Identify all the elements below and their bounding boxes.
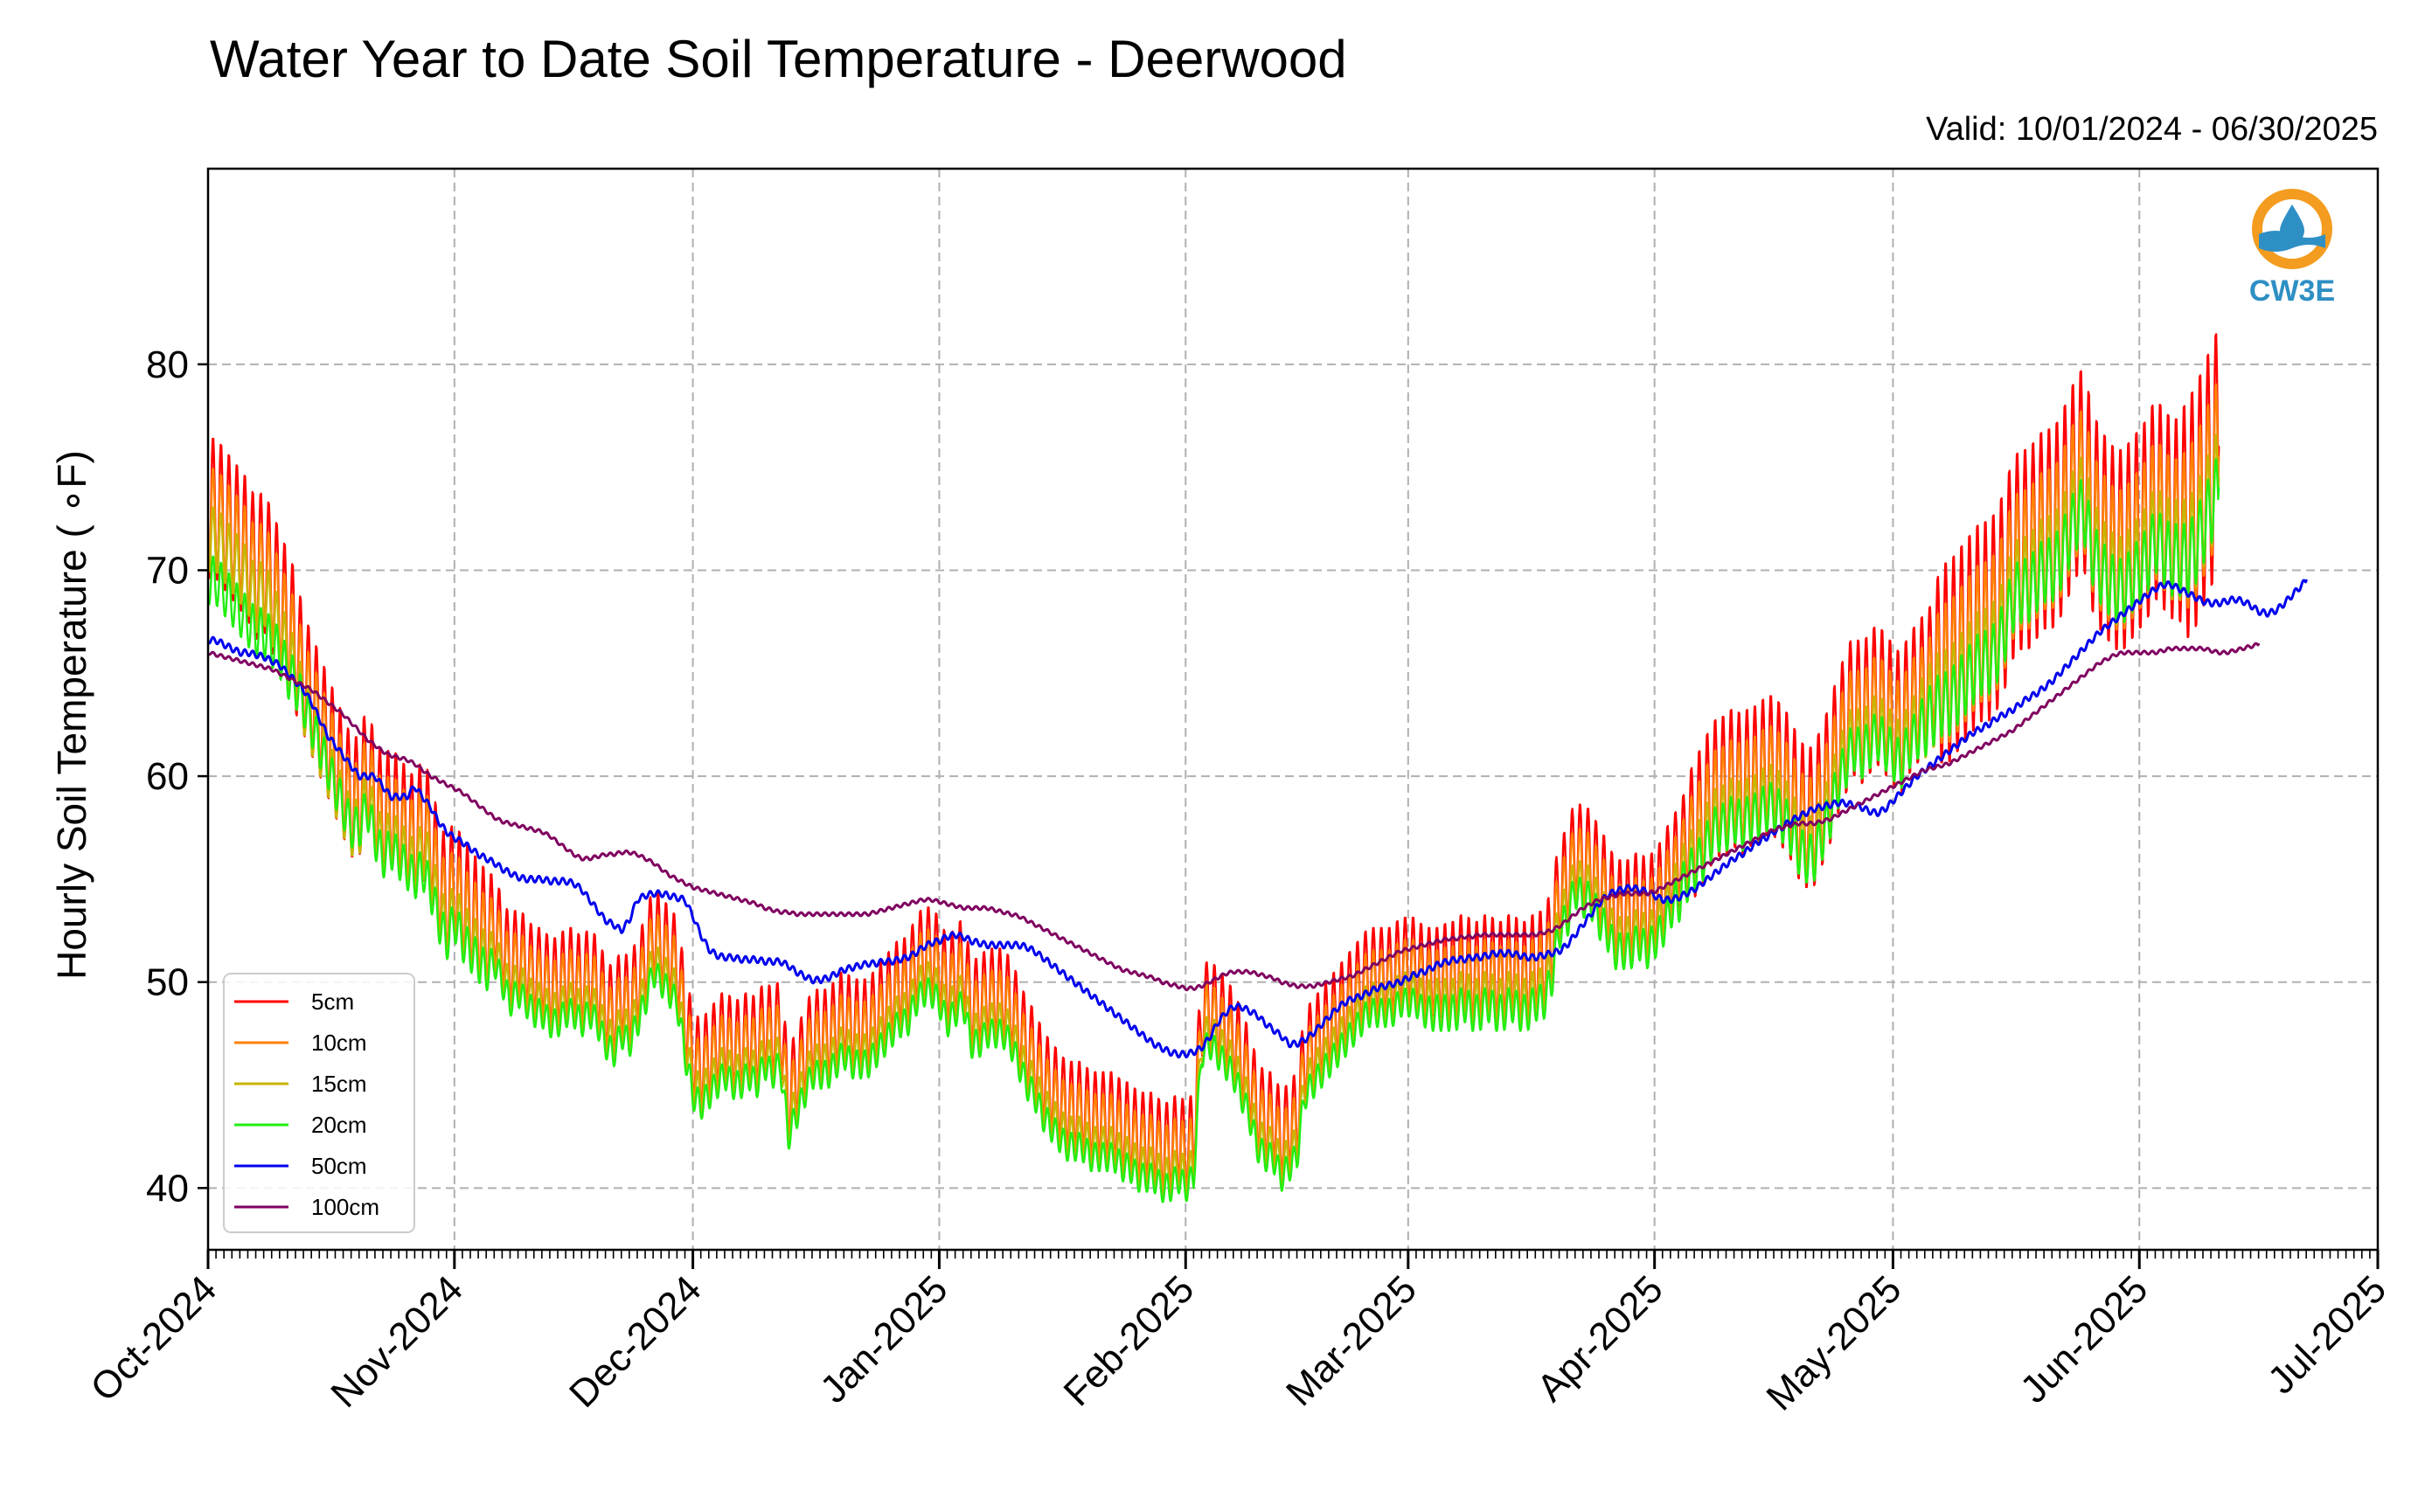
chart-title: Water Year to Date Soil Temperature - De… (210, 30, 1347, 88)
series-line-100cm (208, 642, 2261, 992)
y-tick-label: 40 (146, 1167, 189, 1210)
y-tick-label: 60 (146, 755, 189, 798)
legend-label-20cm: 20cm (311, 1112, 367, 1138)
cw3e-logo: CW3E (2249, 189, 2335, 308)
legend-label-10cm: 10cm (311, 1030, 367, 1056)
legend-label-15cm: 15cm (311, 1071, 367, 1097)
y-tick-label: 70 (146, 549, 189, 592)
logo-drop-icon (2280, 205, 2304, 243)
legend-label-5cm: 5cm (311, 988, 354, 1015)
legend-label-100cm: 100cm (311, 1194, 379, 1220)
series-lines (208, 333, 2308, 1203)
plot-frame (206, 167, 2380, 1252)
logo-text: CW3E (2249, 274, 2335, 308)
y-tick-label: 50 (146, 961, 189, 1004)
y-axis-label: Hourly Soil Temperature ( ∘F) (49, 450, 94, 980)
legend: 5cm 10cm 15cm 20cm 50cm 100cm (223, 973, 415, 1233)
legend-box (223, 973, 415, 1233)
series-line-50cm (208, 579, 2308, 1059)
series-line-20cm (208, 457, 2220, 1203)
y-tick-label: 80 (146, 343, 189, 386)
chart-subtitle: Valid: 10/01/2024 - 06/30/2025 (1926, 111, 2378, 148)
legend-label-50cm: 50cm (311, 1153, 367, 1179)
